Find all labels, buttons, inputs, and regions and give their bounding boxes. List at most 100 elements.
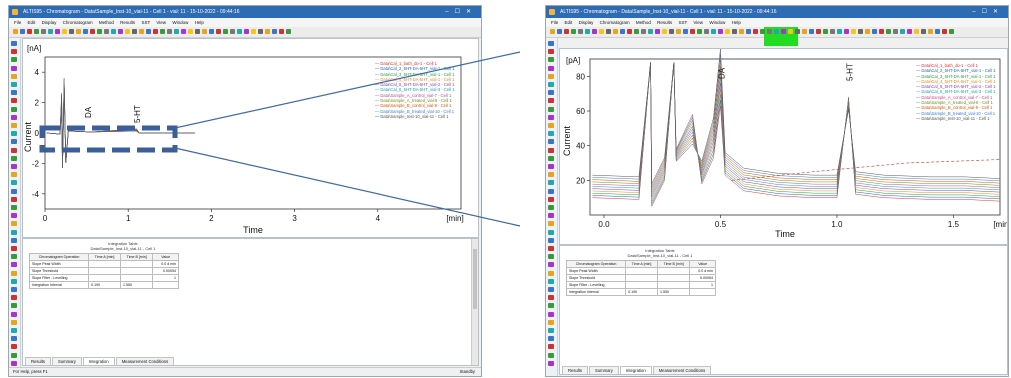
menu-view[interactable]: View: [156, 20, 167, 25]
toolbar-button-icon[interactable]: [160, 29, 165, 34]
sidebar-tool-icon[interactable]: [548, 352, 554, 358]
sidebar-tool-icon[interactable]: [548, 57, 554, 63]
sidebar-tool-icon[interactable]: [548, 287, 554, 292]
toolbar-button-icon[interactable]: [251, 29, 256, 34]
toolbar-button-icon[interactable]: [676, 29, 681, 34]
toolbar-button-icon[interactable]: [188, 29, 193, 34]
sidebar-tool-icon[interactable]: [548, 172, 554, 178]
cell-time-b[interactable]: 1.550: [119, 281, 154, 289]
sidebar-tool-icon[interactable]: [548, 213, 554, 219]
menu-file[interactable]: File: [14, 20, 22, 25]
menu-sst[interactable]: SST: [678, 20, 688, 25]
tab-integration[interactable]: Integration: [82, 357, 115, 365]
sidebar-tool-icon[interactable]: [548, 246, 554, 251]
sidebar-tool-icon[interactable]: [11, 237, 17, 243]
toolbar-button-icon[interactable]: [97, 29, 102, 34]
toolbar-button-icon[interactable]: [739, 29, 744, 34]
toolbar-button-icon[interactable]: [886, 29, 891, 34]
tab-measurement-conditions[interactable]: Measurement Conditions: [652, 366, 712, 374]
sidebar-tool-icon[interactable]: [548, 98, 554, 104]
sidebar-tool-icon[interactable]: [548, 319, 554, 325]
toolbar-button-icon[interactable]: [781, 29, 786, 34]
tab-summary[interactable]: Summary: [51, 357, 82, 365]
cell-time-b[interactable]: [119, 274, 154, 282]
toolbar-button-icon[interactable]: [599, 29, 604, 34]
toolbar-button-icon[interactable]: [279, 29, 284, 34]
legend-entry[interactable]: — Data\Cal_1_bath_do-1 - Cell 1: [916, 63, 978, 68]
toolbar-button-icon[interactable]: [746, 29, 751, 34]
sidebar-tool-icon[interactable]: [11, 164, 17, 169]
sidebar-tool-icon[interactable]: [548, 41, 554, 46]
toolbar-button-icon[interactable]: [578, 29, 583, 34]
toolbar-button-icon[interactable]: [153, 29, 158, 34]
sidebar-tool-icon[interactable]: [11, 205, 17, 210]
sidebar-tool-icon[interactable]: [548, 336, 554, 342]
toolbar-button-icon[interactable]: [725, 29, 730, 34]
sidebar-tool-icon[interactable]: [548, 82, 554, 87]
table-row[interactable]: Slope Threshold 0.00054: [565, 274, 716, 282]
toolbar-button-icon[interactable]: [90, 29, 95, 34]
menu-method[interactable]: Method: [635, 20, 651, 25]
toolbar-button-icon[interactable]: [627, 29, 632, 34]
cell-value[interactable]: 0.00054: [689, 274, 716, 282]
toolbar-button-icon[interactable]: [146, 29, 151, 34]
toolbar-button-icon[interactable]: [230, 29, 235, 34]
tab-results[interactable]: Results: [25, 357, 51, 365]
legend-entry[interactable]: — Data\Sample_A_treated_vial-8 - Cell 1: [916, 100, 993, 106]
toolbar-button-icon[interactable]: [942, 29, 947, 34]
toolbar-button-icon[interactable]: [655, 29, 660, 34]
cell-time-a[interactable]: 0.190: [625, 288, 658, 296]
cell-time-a[interactable]: [625, 267, 658, 275]
table-row[interactable]: Integration Interval 0.190 1.550: [28, 281, 179, 289]
legend-entry[interactable]: — Data\Cal_6_5HT-DA-5HT_vial-3 - Cell 1: [375, 87, 455, 93]
toolbar-button-icon[interactable]: [802, 29, 807, 34]
tab-measurement-conditions[interactable]: Measurement Conditions: [115, 357, 175, 365]
toolbar-button-icon[interactable]: [774, 29, 779, 34]
menu-window[interactable]: Window: [172, 20, 189, 25]
cell-time-a[interactable]: [625, 281, 658, 289]
toolbar-button-icon[interactable]: [648, 29, 653, 34]
toolbar-button-icon[interactable]: [865, 29, 870, 34]
toolbar-button-icon[interactable]: [69, 29, 74, 34]
sidebar-tool-icon[interactable]: [11, 65, 17, 71]
toolbar-button-icon[interactable]: [851, 29, 856, 34]
sidebar-tool-icon[interactable]: [548, 254, 554, 260]
sidebar-tool-icon[interactable]: [11, 180, 17, 186]
sidebar-tool-icon[interactable]: [11, 188, 17, 194]
toolbar-button-icon[interactable]: [837, 29, 842, 34]
menu-sst[interactable]: SST: [141, 20, 151, 25]
sidebar-tool-icon[interactable]: [11, 328, 17, 333]
toolbar-button-icon[interactable]: [718, 29, 723, 34]
sidebar-tool-icon[interactable]: [548, 73, 554, 79]
menu-help[interactable]: Help: [731, 20, 741, 25]
sidebar-tool-icon[interactable]: [11, 262, 17, 268]
toolbar-button-icon[interactable]: [557, 29, 562, 34]
toolbar-button-icon[interactable]: [286, 29, 291, 34]
sidebar-tool-icon[interactable]: [11, 344, 17, 350]
menu-results[interactable]: Results: [657, 20, 673, 25]
sidebar-tool-icon[interactable]: [548, 139, 554, 145]
toolbar-button-icon[interactable]: [244, 29, 249, 34]
sidebar-tool-icon[interactable]: [548, 229, 554, 235]
toolbar-button-icon[interactable]: [683, 29, 688, 34]
toolbar-button-icon[interactable]: [592, 29, 597, 34]
toolbar-button-icon[interactable]: [928, 29, 933, 34]
toolbar-button-icon[interactable]: [125, 29, 130, 34]
cell-value[interactable]: 1: [689, 281, 716, 289]
sidebar-tool-icon[interactable]: [548, 147, 554, 153]
sidebar-tool-icon[interactable]: [11, 336, 17, 342]
toolbar-button-icon[interactable]: [104, 29, 109, 34]
menu-help[interactable]: Help: [194, 20, 204, 25]
menu-view[interactable]: View: [693, 20, 704, 25]
toolbar-button-icon[interactable]: [704, 29, 709, 34]
toolbar-button-icon[interactable]: [265, 29, 270, 34]
sidebar-tool-icon[interactable]: [548, 196, 554, 202]
cell-value[interactable]: [152, 281, 179, 289]
sidebar-tool-icon[interactable]: [548, 278, 554, 284]
table-row[interactable]: Slope Peak Width 0.0 d min: [28, 260, 179, 268]
toolbar-button-icon[interactable]: [202, 29, 207, 34]
toolbar-button-icon[interactable]: [272, 29, 277, 34]
toolbar-button-icon[interactable]: [571, 29, 576, 34]
toolbar-button-icon[interactable]: [662, 29, 667, 34]
legend-entry[interactable]: — Data\Cal_3_5HT-DA-5HT_vial-1 - Cell 1: [916, 73, 996, 79]
